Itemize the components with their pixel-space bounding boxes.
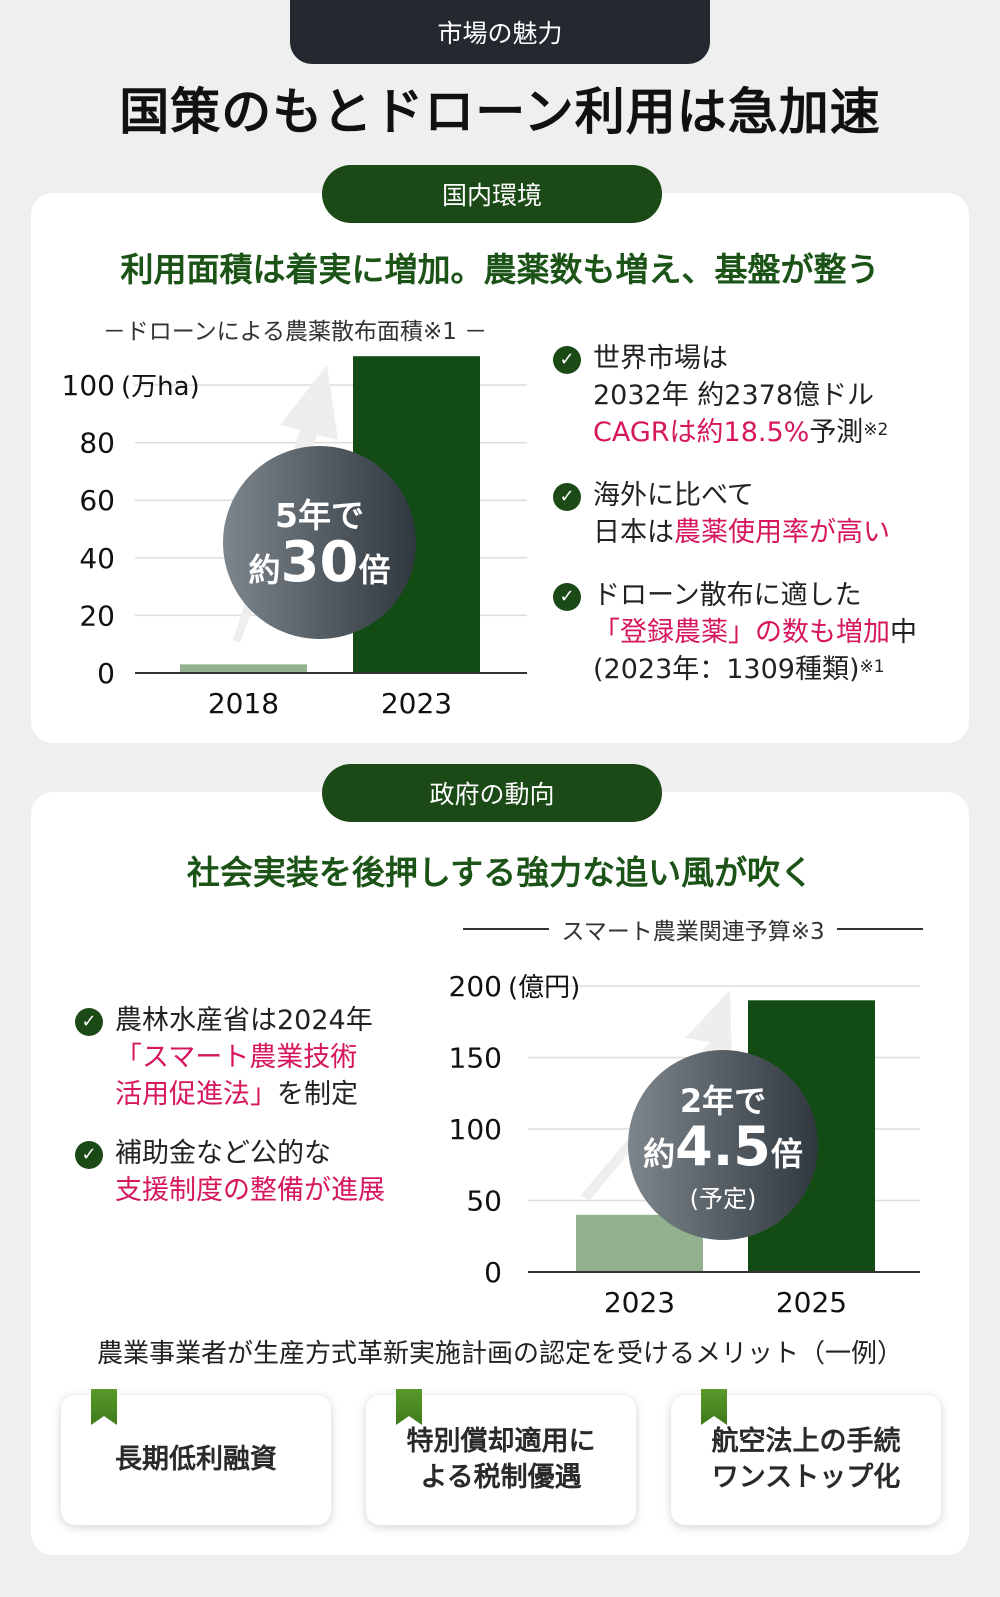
highlight-text: 農薬使用率が高い: [674, 517, 890, 548]
y-tick-label: 40: [79, 542, 115, 575]
badge-note: (予定): [689, 1185, 757, 1213]
badge-line1: 2年で: [679, 1082, 767, 1120]
arrow-icon: [580, 990, 732, 1200]
domestic-heading: 利用面積は着実に増加。農薬数も増え、基盤が整う: [120, 250, 880, 289]
growth-badge-2: 2年で 約4.5倍 (予定): [628, 1050, 818, 1240]
x-tick-label: 2025: [776, 1286, 847, 1319]
bookmark-icon: [701, 1389, 727, 1425]
highlight-text: CAGRは約18.5%: [593, 417, 810, 448]
x-tick-label: 2023: [381, 687, 452, 720]
y-tick-label: 60: [79, 484, 115, 517]
badge-prefix: 約: [643, 1135, 676, 1173]
badge-number: 4.5: [675, 1115, 771, 1178]
merit-label: 長期低利融資: [115, 1444, 277, 1475]
bullet-item: ✓ 海外に比べて 日本は農薬使用率が高い: [553, 477, 963, 551]
y-tick-label: 50: [466, 1185, 502, 1218]
bookmark-icon: [396, 1389, 422, 1425]
bullet-item: ✓ 農林水産省は2024年 「スマート農業技術 活用促進法」を制定: [75, 1002, 455, 1113]
highlight-text: 「登録農薬」の数も増加: [593, 617, 890, 648]
merit-card: 特別償却適用に よる税制優遇: [366, 1389, 636, 1525]
x-tick-label: 2018: [208, 687, 279, 720]
bullet-item: ✓ ドローン散布に適した 「登録農薬」の数も増加中 (2023年：1309種類)※1: [553, 577, 963, 688]
y-tick-label: 100: [449, 1113, 502, 1146]
highlight-text: 「スマート農業技術: [115, 1042, 358, 1073]
check-icon: ✓: [553, 483, 581, 511]
merit-label: 航空法上の手続: [711, 1426, 901, 1457]
government-heading: 社会実装を後押しする強力な追い風が吹く: [186, 853, 814, 892]
badge-suffix: 倍: [770, 1135, 803, 1173]
chart2-title: スマート農業関連予算※3: [561, 919, 825, 945]
bookmark-icon: [91, 1389, 117, 1425]
badge-line1: 5年で: [275, 496, 364, 535]
badge-number: 30: [280, 530, 359, 595]
highlight-text: 活用促進法」: [115, 1079, 277, 1110]
merit-label: よる税制優遇: [420, 1462, 582, 1493]
bullet-text: を制定: [277, 1079, 358, 1110]
chart2-title-row: スマート農業関連予算※3: [463, 912, 923, 946]
y-tick-label: 100: [62, 369, 115, 402]
bullet-text: 海外に比べて: [593, 480, 754, 511]
check-icon: ✓: [75, 1008, 103, 1036]
merits-title: 農業事業者が生産方式革新実施計画の認定を受けるメリット（一例）: [96, 1339, 903, 1369]
merits-list: 長期低利融資 特別償却適用に よる税制優遇 航空法上の手続 ワンストップ化: [61, 1389, 941, 1525]
merit-card: 航空法上の手続 ワンストップ化: [671, 1389, 941, 1525]
x-tick-label: 2023: [604, 1286, 675, 1319]
divider: [836, 928, 923, 930]
bullet-text: 2032年 約2378億ドル: [593, 380, 875, 411]
domestic-bullets: ✓ 世界市場は 2032年 約2378億ドル CAGRは約18.5%予測※2 ✓ 海外に比…: [553, 340, 963, 714]
bullet-item: ✓ 世界市場は 2032年 約2378億ドル CAGRは約18.5%予測※2: [553, 340, 963, 451]
page-title: 国策のもとドローン利用は急加速: [119, 83, 881, 141]
y-tick-label: 80: [79, 427, 115, 460]
bullet-text: 補助金など公的な: [115, 1138, 331, 1169]
bullet-text: ドローン散布に適した: [593, 580, 862, 611]
bullet-text: 日本は: [593, 517, 674, 548]
growth-badge-1: 5年で 約30倍: [223, 446, 416, 639]
government-pill: 政府の動向: [322, 764, 662, 822]
domestic-card: [31, 193, 969, 743]
government-bullets: ✓ 農林水産省は2024年 「スマート農業技術 活用促進法」を制定 ✓ 補助金など公的な支…: [75, 1002, 455, 1231]
merit-label: ワンストップ化: [711, 1462, 901, 1493]
y-axis-unit: (万ha): [121, 372, 200, 402]
bullet-text: 世界市場は: [593, 343, 728, 374]
check-icon: ✓: [553, 583, 581, 611]
y-tick-label: 0: [97, 657, 115, 690]
y-tick-label: 150: [449, 1042, 502, 1075]
bullet-text: ※2: [863, 420, 889, 440]
merit-label: 特別償却適用に: [406, 1426, 596, 1457]
y-tick-label: 0: [484, 1256, 502, 1289]
check-icon: ✓: [553, 346, 581, 374]
merit-card: 長期低利融資: [61, 1389, 331, 1525]
check-icon: ✓: [75, 1141, 103, 1169]
y-tick-label: 200: [449, 970, 502, 1003]
bullet-text: ※1: [859, 657, 885, 677]
badge-prefix: 約: [248, 551, 281, 589]
bullet-item: ✓ 補助金など公的な支援制度の整備が進展: [75, 1135, 455, 1209]
y-tick-label: 20: [79, 599, 115, 632]
section-tab: 市場の魅力: [290, 0, 710, 64]
chart1-title: －ドローンによる農薬散布面積※1 －: [102, 319, 488, 345]
highlight-text: 支援制度の整備が進展: [115, 1175, 385, 1206]
bullet-text: 予測: [809, 417, 864, 448]
divider: [463, 928, 550, 930]
bar-2018: [180, 664, 307, 673]
domestic-pill: 国内環境: [322, 165, 662, 223]
badge-suffix: 倍: [358, 551, 391, 589]
y-axis-unit: (億円): [508, 973, 580, 1003]
bullet-text: 農林水産省は2024年: [115, 1005, 373, 1036]
bullet-text: (2023年：1309種類): [593, 654, 860, 685]
bullet-text: 中: [890, 617, 917, 648]
